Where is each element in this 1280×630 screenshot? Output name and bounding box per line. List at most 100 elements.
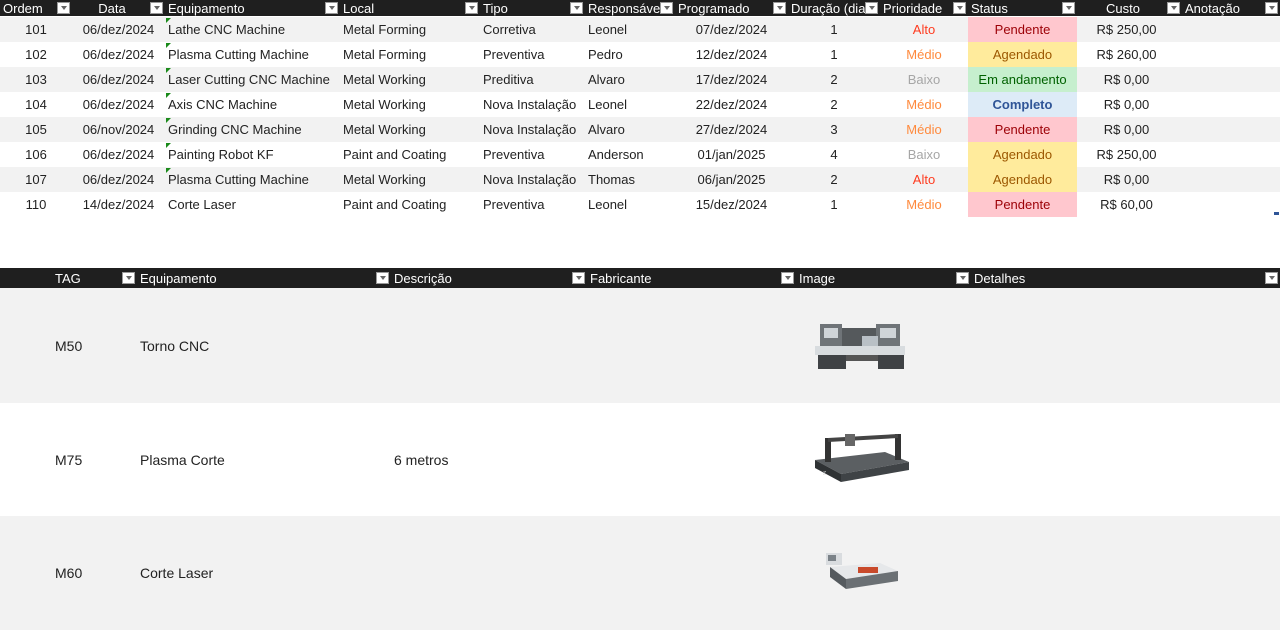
- column-header-10[interactable]: Custo: [1077, 0, 1182, 16]
- cell-anota-o[interactable]: [1182, 117, 1280, 142]
- cell-local[interactable]: Metal Working: [343, 72, 426, 87]
- filter-dropdown-icon[interactable]: [465, 2, 478, 14]
- equipment-cell-det[interactable]: [971, 288, 1280, 403]
- column-header-1[interactable]: Data: [72, 0, 165, 16]
- cell-respons-vel[interactable]: Anderson: [588, 147, 644, 162]
- cell-programado[interactable]: 01/jan/2025: [697, 147, 766, 162]
- cell-programado[interactable]: 12/dez/2024: [695, 47, 768, 62]
- cell-programado[interactable]: 27/dez/2024: [695, 122, 768, 137]
- equipment-cell-image[interactable]: Z: [796, 403, 971, 516]
- cell-custo[interactable]: R$ 250,00: [1096, 22, 1157, 37]
- equipment-column-header-0[interactable]: TAG: [0, 268, 137, 289]
- cell-local[interactable]: Metal Working: [343, 172, 426, 187]
- cell-ordem[interactable]: 101: [25, 22, 47, 37]
- cell-equipamento[interactable]: Painting Robot KF: [165, 142, 340, 167]
- cell-respons-vel[interactable]: Leonel: [588, 197, 628, 212]
- cell-dura-o-dias[interactable]: 2: [830, 72, 838, 87]
- equipment-cell-tag[interactable]: M75: [55, 451, 83, 468]
- equipment-column-header-5[interactable]: Detalhes: [971, 268, 1280, 289]
- cell-status[interactable]: Pendente: [968, 192, 1077, 217]
- filter-dropdown-icon[interactable]: [57, 2, 70, 14]
- cell-custo[interactable]: R$ 250,00: [1096, 147, 1157, 162]
- cell-anota-o[interactable]: [1182, 142, 1280, 167]
- filter-dropdown-icon[interactable]: [572, 272, 585, 284]
- filter-dropdown-icon[interactable]: [376, 272, 389, 284]
- cell-equipamento[interactable]: Axis CNC Machine: [165, 92, 340, 117]
- cell-dura-o-dias[interactable]: 1: [830, 47, 838, 62]
- cell-custo[interactable]: R$ 0,00: [1103, 172, 1150, 187]
- filter-dropdown-icon[interactable]: [1062, 2, 1075, 14]
- cell-respons-vel[interactable]: Leonel: [588, 22, 628, 37]
- filter-dropdown-icon[interactable]: [1265, 2, 1278, 14]
- cell-anota-o[interactable]: [1182, 42, 1280, 67]
- equipment-column-header-4[interactable]: Image: [796, 268, 971, 289]
- cell-programado[interactable]: 15/dez/2024: [695, 197, 768, 212]
- filter-dropdown-icon[interactable]: [956, 272, 969, 284]
- equipment-cell-fab[interactable]: [587, 516, 796, 630]
- cell-status[interactable]: Pendente: [968, 17, 1077, 42]
- cell-data[interactable]: 06/dez/2024: [82, 172, 155, 187]
- equipment-cell-desc[interactable]: [391, 288, 587, 403]
- filter-dropdown-icon[interactable]: [1265, 272, 1278, 284]
- cell-anota-o[interactable]: [1182, 92, 1280, 117]
- cell-prioridade[interactable]: Médio: [906, 197, 942, 212]
- cell-anota-o[interactable]: [1182, 192, 1280, 217]
- cell-anota-o[interactable]: [1182, 17, 1280, 42]
- equipment-cell-image[interactable]: [796, 516, 971, 630]
- cell-prioridade[interactable]: Alto: [912, 22, 936, 37]
- equipment-cell-name[interactable]: Plasma Corte: [140, 451, 225, 468]
- filter-dropdown-icon[interactable]: [1167, 2, 1180, 14]
- cell-equipamento[interactable]: Laser Cutting CNC Machine: [165, 67, 340, 92]
- column-header-5[interactable]: Responsável: [585, 0, 675, 16]
- equipment-cell-name[interactable]: Corte Laser: [140, 565, 214, 581]
- filter-dropdown-icon[interactable]: [773, 2, 786, 14]
- cell-ordem[interactable]: 106: [25, 147, 47, 162]
- cell-custo[interactable]: R$ 0,00: [1103, 122, 1150, 137]
- cell-prioridade[interactable]: Baixo: [907, 147, 941, 162]
- cell-dura-o-dias[interactable]: 3: [830, 122, 838, 137]
- cell-anota-o[interactable]: [1182, 67, 1280, 92]
- cell-data[interactable]: 06/dez/2024: [82, 22, 155, 37]
- plasma-cutter-image[interactable]: Z: [805, 430, 915, 489]
- cell-tipo[interactable]: Nova Instalação: [483, 172, 577, 187]
- column-header-8[interactable]: Prioridade: [880, 0, 968, 16]
- cell-ordem[interactable]: 103: [25, 72, 47, 87]
- cell-ordem[interactable]: 110: [25, 197, 47, 212]
- filter-dropdown-icon[interactable]: [781, 272, 794, 284]
- cell-data[interactable]: 06/dez/2024: [82, 72, 155, 87]
- cell-ordem[interactable]: 102: [25, 47, 47, 62]
- equipment-column-header-3[interactable]: Fabricante: [587, 268, 796, 289]
- cell-dura-o-dias[interactable]: 1: [830, 22, 838, 37]
- cell-programado[interactable]: 17/dez/2024: [695, 72, 768, 87]
- filter-dropdown-icon[interactable]: [953, 2, 966, 14]
- cell-data[interactable]: 06/dez/2024: [82, 97, 155, 112]
- filter-dropdown-icon[interactable]: [150, 2, 163, 14]
- column-header-11[interactable]: Anotação: [1182, 0, 1280, 16]
- cell-local[interactable]: Paint and Coating: [343, 197, 447, 212]
- cell-equipamento[interactable]: Plasma Cutting Machine: [165, 167, 340, 192]
- column-header-2[interactable]: Equipamento: [165, 0, 340, 16]
- filter-dropdown-icon[interactable]: [865, 2, 878, 14]
- cell-data[interactable]: 14/dez/2024: [82, 197, 155, 212]
- cell-data[interactable]: 06/nov/2024: [82, 122, 155, 137]
- cell-tipo[interactable]: Preventiva: [483, 47, 545, 62]
- cell-tipo[interactable]: Preditiva: [483, 72, 534, 87]
- cell-local[interactable]: Metal Working: [343, 97, 426, 112]
- cell-dura-o-dias[interactable]: 4: [830, 147, 838, 162]
- cell-prioridade[interactable]: Alto: [912, 172, 936, 187]
- cell-respons-vel[interactable]: Alvaro: [588, 122, 625, 137]
- cell-anota-o[interactable]: [1182, 167, 1280, 192]
- column-header-3[interactable]: Local: [340, 0, 480, 16]
- cell-programado[interactable]: 06/jan/2025: [697, 172, 766, 187]
- equipment-cell-fab[interactable]: [587, 288, 796, 403]
- equipment-cell-name[interactable]: Torno CNC: [140, 337, 210, 354]
- cell-prioridade[interactable]: Baixo: [907, 72, 941, 87]
- cell-equipamento[interactable]: Corte Laser: [168, 197, 236, 212]
- equipment-cell-tag[interactable]: M60: [55, 565, 83, 581]
- equipment-cell-image[interactable]: [796, 288, 971, 403]
- filter-dropdown-icon[interactable]: [122, 272, 135, 284]
- cell-equipamento[interactable]: Plasma Cutting Machine: [165, 42, 340, 67]
- cell-status[interactable]: Agendado: [968, 167, 1077, 192]
- cell-equipamento[interactable]: Lathe CNC Machine: [165, 17, 340, 42]
- cell-ordem[interactable]: 104: [25, 97, 47, 112]
